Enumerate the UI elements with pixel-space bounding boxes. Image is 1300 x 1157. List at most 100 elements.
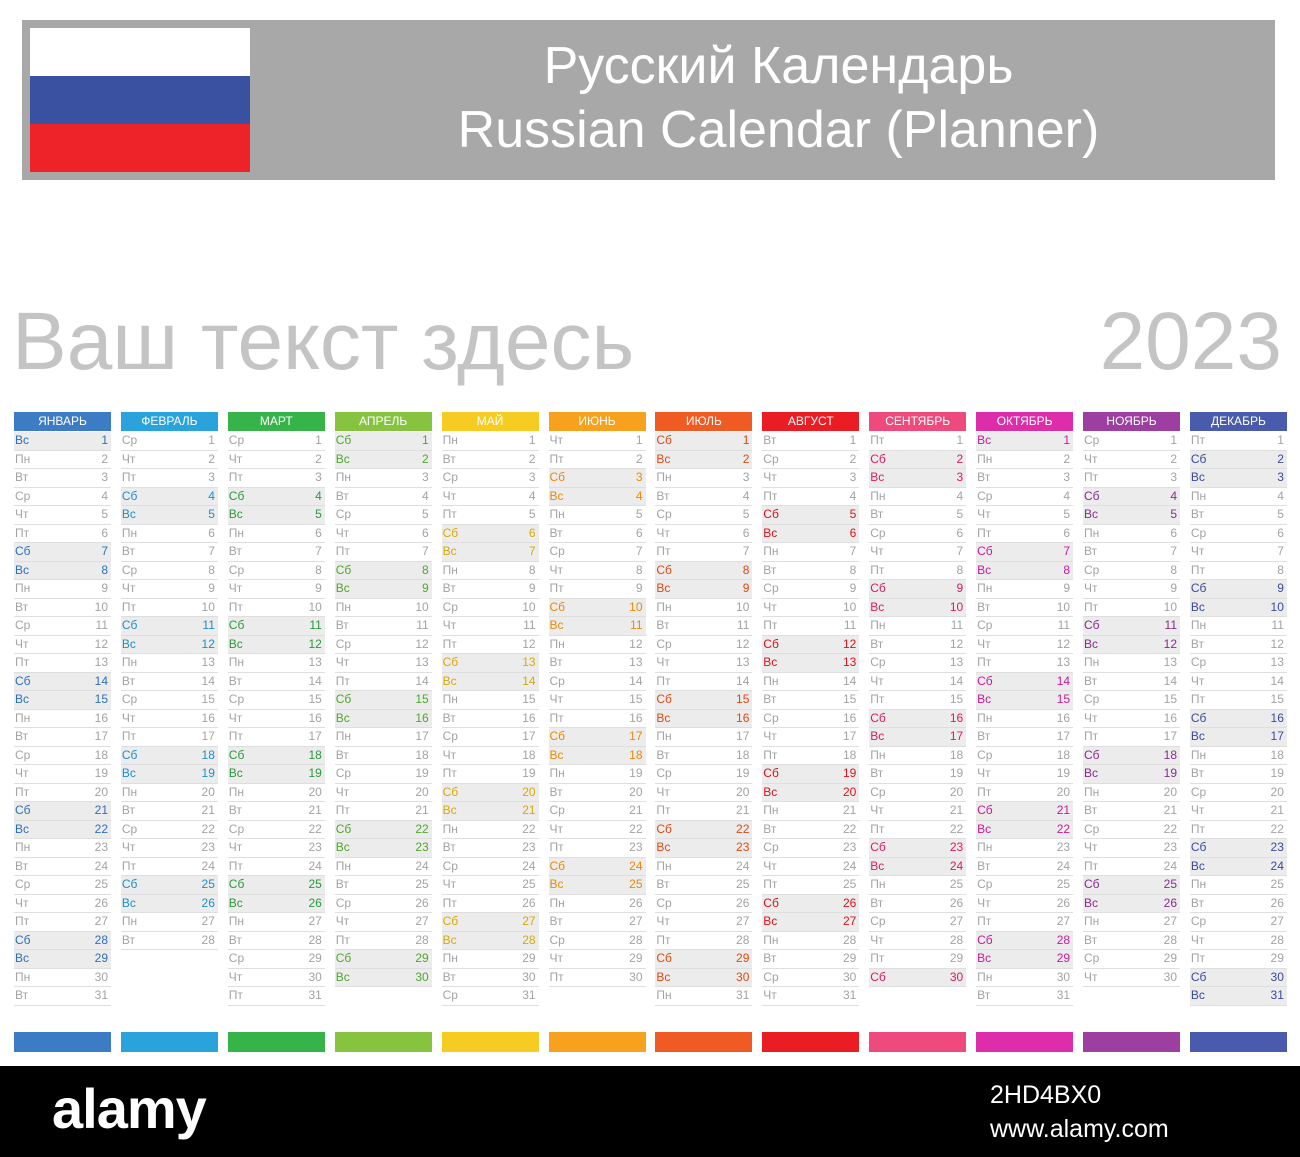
day-row: Вт 14 [227, 673, 325, 691]
day-number: 17 [201, 729, 215, 743]
weekday-label: Чт [977, 766, 991, 780]
weekday-label: Ср [121, 562, 138, 577]
day-number: 23 [308, 840, 322, 854]
day-number: 4 [1277, 488, 1284, 503]
weekday-label: Ср [228, 821, 245, 836]
weekday-label: Вт [335, 488, 349, 503]
day-row: Сб 19 [762, 765, 860, 784]
day-number: 30 [1163, 969, 1177, 984]
weekday-label: Пн [977, 451, 993, 466]
day-row: Сб 1 [334, 432, 432, 451]
weekday-label: Чт [549, 951, 564, 965]
day-number: 12 [415, 636, 429, 651]
day-number: 16 [308, 710, 322, 725]
month-header: ЯНВАРЬ [14, 412, 111, 431]
day-row: Пн 23 [976, 839, 1074, 858]
day-number: 16 [1270, 710, 1284, 725]
day-number: 23 [201, 840, 215, 854]
day-row: Ср 28 [548, 932, 646, 950]
day-number: 30 [522, 969, 536, 984]
month-footer-bar [655, 1032, 753, 1052]
weekday-label: Сб [1084, 488, 1100, 503]
day-row: Сб 22 [334, 820, 432, 839]
day-row: Пн 12 [548, 636, 646, 654]
day-row: Сб 11 [227, 617, 325, 636]
day-row: Вс 3 [1189, 469, 1287, 488]
day-row: Сб 30 [869, 968, 967, 987]
day-row: Чт 31 [762, 987, 860, 1006]
day-row: Вс 25 [548, 876, 646, 895]
day-row: Пт 29 [1189, 950, 1287, 969]
day-number: 14 [842, 673, 857, 688]
weekday-label: Пт [15, 525, 30, 540]
day-row: Пн 23 [14, 839, 111, 858]
day-number: 13 [1270, 655, 1284, 669]
weekday-label: Пн [1084, 914, 1100, 928]
day-row: Вс 5 [227, 506, 325, 525]
day-row: Вс 29 [976, 950, 1074, 969]
weekday-label: Чт [15, 507, 29, 521]
day-number: 19 [94, 766, 108, 780]
day-number: 12 [522, 636, 536, 651]
day-row: Пт 6 [976, 525, 1074, 543]
day-number: 3 [635, 470, 643, 484]
day-number: 18 [1056, 747, 1071, 762]
weekday-label: Ср [763, 451, 779, 466]
day-row: Сб 3 [548, 469, 646, 488]
day-number: 5 [1063, 507, 1071, 521]
day-row: Вт 24 [14, 858, 111, 876]
day-row: Ср 11 [14, 617, 111, 636]
day-number: 24 [1163, 858, 1177, 873]
weekday-label: Сб [977, 673, 993, 688]
day-number: 26 [201, 895, 215, 910]
day-number: 20 [1270, 784, 1284, 799]
day-row: Вт 28 [227, 932, 325, 950]
weekday-label: Вс [1190, 599, 1205, 614]
day-number: 21 [629, 803, 643, 817]
day-number: 15 [308, 692, 322, 706]
day-row: Вс 12 [1083, 635, 1180, 654]
day-row: Вс 5 [1083, 506, 1180, 525]
day-row: Пт 16 [548, 710, 646, 728]
weekday-label: Пн [228, 655, 245, 669]
weekday-label: Сб [228, 618, 245, 632]
day-row: Сб 15 [334, 691, 432, 710]
day-row: Пт 8 [869, 562, 967, 580]
day-row: Сб 28 [976, 931, 1074, 950]
day-number: 14 [522, 673, 536, 688]
weekday-label: Сб [1084, 747, 1100, 762]
day-number: 31 [94, 988, 108, 1002]
day-row: Пт 7 [655, 543, 753, 562]
weekday-label: Чт [1084, 581, 1098, 595]
day-number: 22 [949, 821, 964, 836]
day-row: Вс 9 [655, 580, 753, 599]
weekday-label: Ср [442, 729, 458, 743]
day-row: Сб 25 [227, 876, 325, 895]
day-row: Пт 4 [762, 488, 860, 506]
weekday-label: Ср [977, 747, 993, 762]
weekday-label: Пн [121, 784, 138, 799]
weekday-label: Ср [121, 821, 138, 836]
day-number: 7 [635, 544, 643, 558]
day-number: 9 [315, 581, 322, 595]
day-row: Ср 4 [976, 488, 1074, 506]
day-row: Ср 25 [14, 876, 111, 895]
weekday-label: Вс [656, 451, 671, 466]
day-row: Сб 30 [1189, 968, 1287, 987]
day-number: 31 [522, 988, 536, 1002]
day-number: 27 [1163, 914, 1177, 928]
weekday-label: Сб [15, 673, 31, 688]
day-number: 27 [842, 914, 857, 928]
day-number: 30 [736, 969, 750, 984]
day-number: 8 [635, 562, 643, 577]
weekday-label: Сб [1084, 618, 1100, 632]
day-row: Ср 2 [762, 451, 860, 469]
day-row: Ср 17 [441, 728, 539, 747]
day-number: 2 [742, 451, 750, 466]
day-row: Ср 11 [976, 617, 1074, 636]
day-row: Ср 5 [334, 506, 432, 525]
day-row: Ср 21 [548, 802, 646, 821]
weekday-label: Вс [228, 766, 243, 780]
day-row: Вт 29 [762, 950, 860, 969]
day-row: Пн 10 [334, 599, 432, 617]
